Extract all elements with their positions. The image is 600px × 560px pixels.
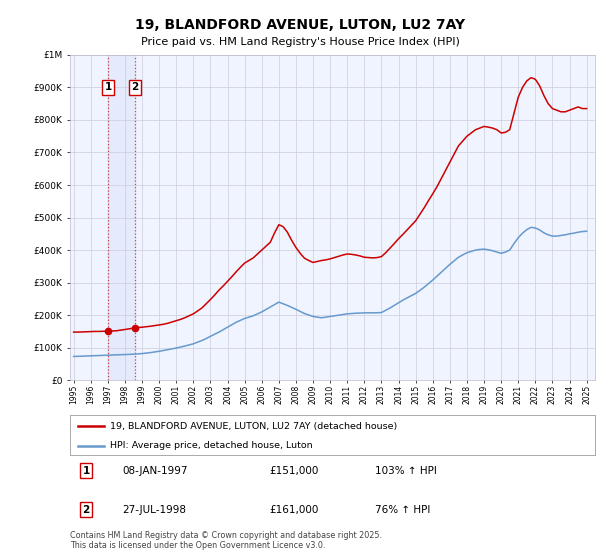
Text: 2: 2 [131, 82, 138, 92]
Text: 19, BLANDFORD AVENUE, LUTON, LU2 7AY (detached house): 19, BLANDFORD AVENUE, LUTON, LU2 7AY (de… [110, 422, 397, 431]
Text: 103% ↑ HPI: 103% ↑ HPI [374, 466, 437, 476]
Text: £151,000: £151,000 [270, 466, 319, 476]
Text: 76% ↑ HPI: 76% ↑ HPI [374, 505, 430, 515]
Bar [109, 55, 134, 380]
Text: £161,000: £161,000 [270, 505, 319, 515]
Text: 19, BLANDFORD AVENUE, LUTON, LU2 7AY: 19, BLANDFORD AVENUE, LUTON, LU2 7AY [135, 18, 465, 32]
Text: 27-JUL-1998: 27-JUL-1998 [123, 505, 187, 515]
Text: HPI: Average price, detached house, Luton: HPI: Average price, detached house, Luto… [110, 441, 312, 450]
Text: Price paid vs. HM Land Registry's House Price Index (HPI): Price paid vs. HM Land Registry's House … [140, 37, 460, 47]
Text: 08-JAN-1997: 08-JAN-1997 [123, 466, 188, 476]
Text: Contains HM Land Registry data © Crown copyright and database right 2025.
This d: Contains HM Land Registry data © Crown c… [70, 531, 382, 550]
Text: 2: 2 [82, 505, 89, 515]
Text: 1: 1 [82, 466, 89, 476]
Text: 1: 1 [105, 82, 112, 92]
